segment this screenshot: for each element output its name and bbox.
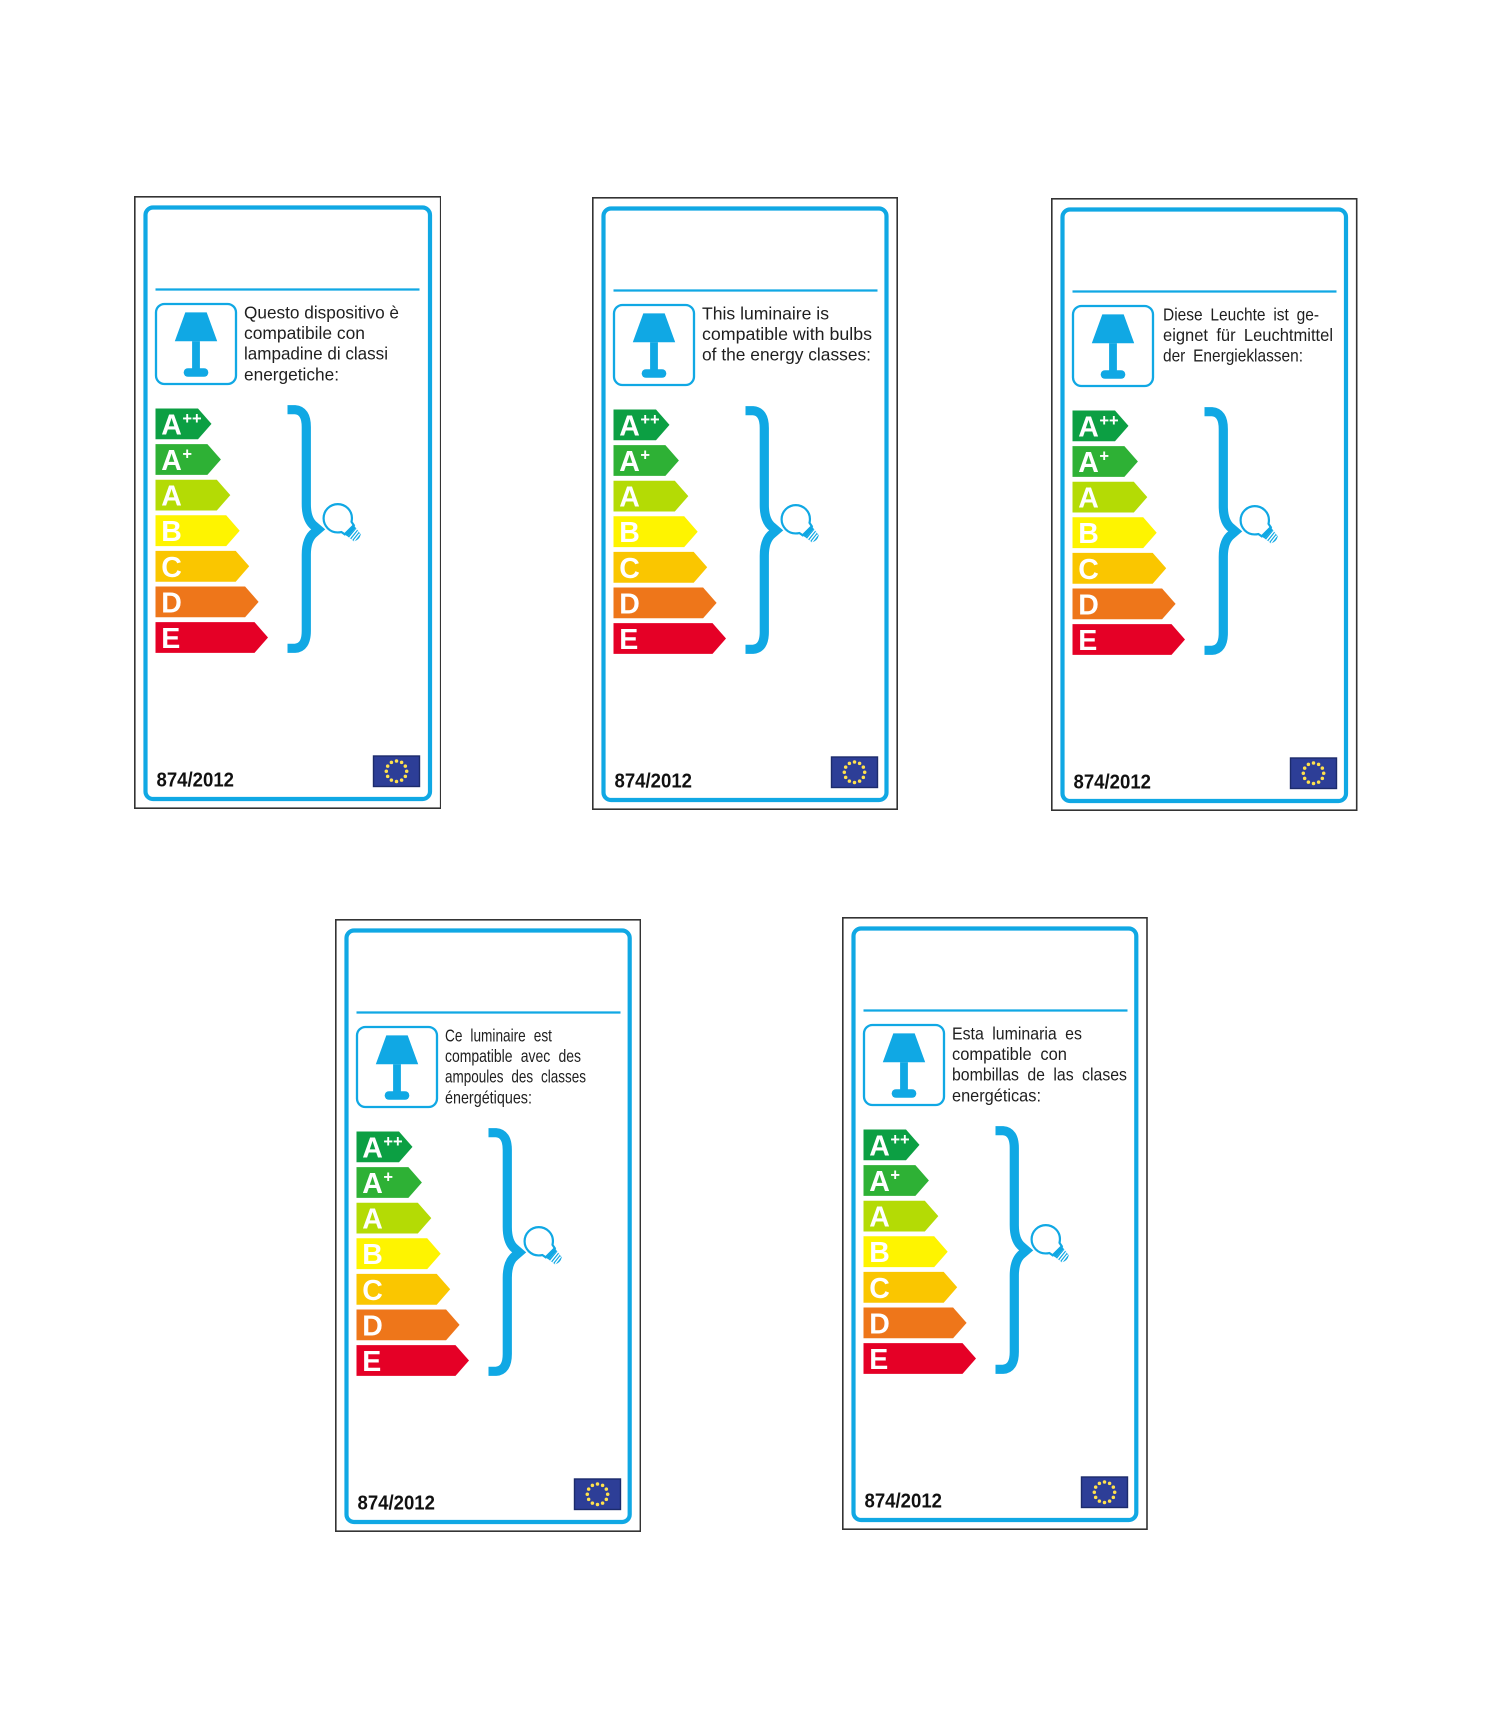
svg-text:A+: A+ <box>1078 447 1109 479</box>
svg-text:C: C <box>619 553 640 585</box>
svg-text:énergétiques:: énergétiques: <box>445 1087 532 1107</box>
svg-text:C: C <box>161 551 182 583</box>
svg-text:C: C <box>1078 554 1099 586</box>
svg-text:B: B <box>362 1239 383 1271</box>
svg-text:C: C <box>870 1273 891 1305</box>
svg-text:Diese Leuchte ist ge-: Diese Leuchte ist ge- <box>1163 305 1319 325</box>
svg-text:E: E <box>870 1344 889 1376</box>
svg-text:energetiche:: energetiche: <box>244 364 339 384</box>
svg-text:compatible con: compatible con <box>952 1044 1067 1064</box>
svg-text:A: A <box>619 482 640 514</box>
svg-text:energéticas:: energéticas: <box>952 1085 1041 1105</box>
svg-text:D: D <box>362 1310 383 1342</box>
svg-text:Esta luminaria es: Esta luminaria es <box>952 1024 1082 1044</box>
svg-text:B: B <box>1078 518 1099 550</box>
svg-text:A: A <box>161 480 182 512</box>
svg-text:B: B <box>870 1237 891 1269</box>
svg-text:der Energieklassen:: der Energieklassen: <box>1163 346 1303 366</box>
svg-text:B: B <box>161 516 182 548</box>
svg-text:This luminaire is: This luminaire is <box>702 304 829 324</box>
svg-text:E: E <box>619 624 638 656</box>
svg-text:ampoules des classes: ampoules des classes <box>445 1067 586 1087</box>
svg-text:E: E <box>362 1346 381 1378</box>
svg-text:A++: A++ <box>161 409 201 441</box>
svg-text:D: D <box>161 587 182 619</box>
svg-text:Ce luminaire est: Ce luminaire est <box>445 1026 552 1046</box>
svg-text:eignet für Leuchtmittel: eignet für Leuchtmittel <box>1163 325 1333 345</box>
svg-text:compatible avec des: compatible avec des <box>445 1046 581 1066</box>
svg-text:D: D <box>870 1308 891 1340</box>
svg-text:874/2012: 874/2012 <box>615 771 693 793</box>
svg-text:B: B <box>619 517 640 549</box>
svg-text:A: A <box>362 1204 383 1236</box>
svg-text:874/2012: 874/2012 <box>1074 772 1152 794</box>
svg-text:D: D <box>1078 589 1099 621</box>
svg-text:E: E <box>1078 625 1097 657</box>
svg-text:874/2012: 874/2012 <box>357 1492 434 1514</box>
svg-text:874/2012: 874/2012 <box>865 1490 942 1512</box>
svg-text:C: C <box>362 1275 383 1307</box>
svg-text:E: E <box>161 623 180 655</box>
svg-text:874/2012: 874/2012 <box>156 769 234 791</box>
svg-text:compatible with bulbs: compatible with bulbs <box>702 324 872 344</box>
svg-text:A: A <box>870 1202 891 1234</box>
svg-text:lampadine di classi: lampadine di classi <box>244 343 388 363</box>
svg-text:of the energy classes:: of the energy classes: <box>702 345 871 365</box>
svg-text:compatibile con: compatibile con <box>244 323 365 343</box>
svg-text:bombillas de las clases: bombillas de las clases <box>952 1065 1127 1085</box>
svg-text:A: A <box>1078 483 1099 515</box>
svg-text:D: D <box>619 588 640 620</box>
svg-text:Questo dispositivo è: Questo dispositivo è <box>244 302 399 322</box>
